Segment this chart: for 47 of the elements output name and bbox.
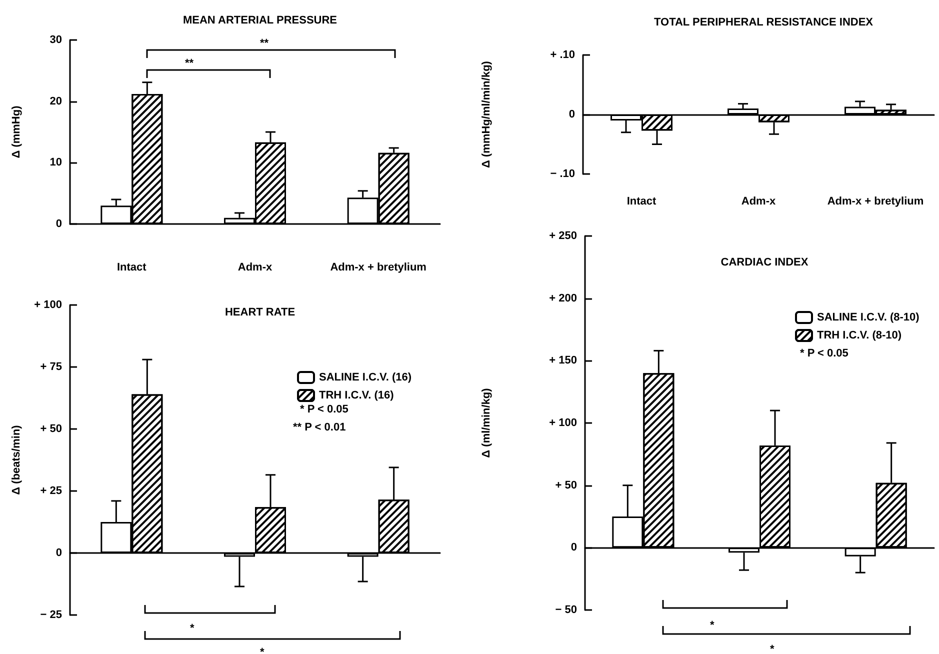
y-tick-label: + 150 <box>549 354 577 367</box>
text: * <box>710 620 715 632</box>
y-axis-title: Δ (mmHg/ml/min/kg) <box>480 60 492 168</box>
y-tick-label: 0 <box>56 218 62 230</box>
y-tick-label: 0 <box>570 542 577 554</box>
y-tick-label: + 25 <box>40 485 62 497</box>
y-axis-title: Δ (beats/min) <box>10 424 22 495</box>
annotation: * P < 0.05 <box>800 348 848 360</box>
y-tick-label: + 100 <box>549 417 577 429</box>
annotation: * P < 0.05 <box>300 404 348 416</box>
y-tick-label: + 50 <box>555 479 577 492</box>
y-tick-label: + .10 <box>550 49 575 61</box>
y-tick-label: − 50 <box>555 604 577 616</box>
text: * <box>770 644 775 654</box>
y-tick-label: + 250 <box>549 230 577 242</box>
legend-label: SALINE I.C.V. (8-10) <box>817 312 920 324</box>
annotation: ** <box>185 58 194 70</box>
annotation: ** P < 0.01 <box>293 422 346 434</box>
y-axis-title: Δ (mmHg) <box>10 105 22 158</box>
y-tick-label: 30 <box>50 34 62 46</box>
legend-label: TRH I.C.V. (8-10) <box>817 330 902 342</box>
y-tick-label: + 75 <box>40 361 62 373</box>
chart-title: TOTAL PERIPHERAL RESISTANCE INDEX <box>654 16 874 28</box>
legend-label: SALINE I.C.V. (16) <box>319 372 412 384</box>
text: * <box>260 646 265 654</box>
y-tick-label: + 100 <box>34 299 62 311</box>
y-axis-title: Δ (ml/min/kg) <box>480 388 492 458</box>
x-tick-label: Intact <box>626 196 656 208</box>
y-tick-label: 0 <box>56 547 62 559</box>
y-tick-label: 0 <box>568 108 575 120</box>
x-tick-label: Adm-x + bretylium <box>827 196 924 208</box>
x-tick-label: Adm-x <box>238 262 273 274</box>
y-tick-label: + 200 <box>549 292 577 304</box>
x-tick-label: Intact <box>116 262 147 274</box>
x-tick-label: Adm-x + bretylium <box>330 262 427 274</box>
y-tick-label: − .10 <box>550 168 575 180</box>
chart-title: HEART RATE <box>224 306 296 318</box>
y-tick-label: 20 <box>50 95 62 108</box>
y-tick-label: − 25 <box>40 609 62 621</box>
annotation: ** <box>260 38 270 50</box>
x-tick-label: Adm-x <box>741 196 776 208</box>
y-tick-label: + 50 <box>40 423 62 435</box>
text: CARDIAC INDEX <box>720 256 809 268</box>
legend-label: TRH I.C.V. (16) <box>319 390 394 402</box>
y-tick-label: 10 <box>50 156 62 169</box>
chart-title: MEAN ARTERIAL PRESSURE <box>182 14 338 26</box>
text: * <box>190 622 195 634</box>
